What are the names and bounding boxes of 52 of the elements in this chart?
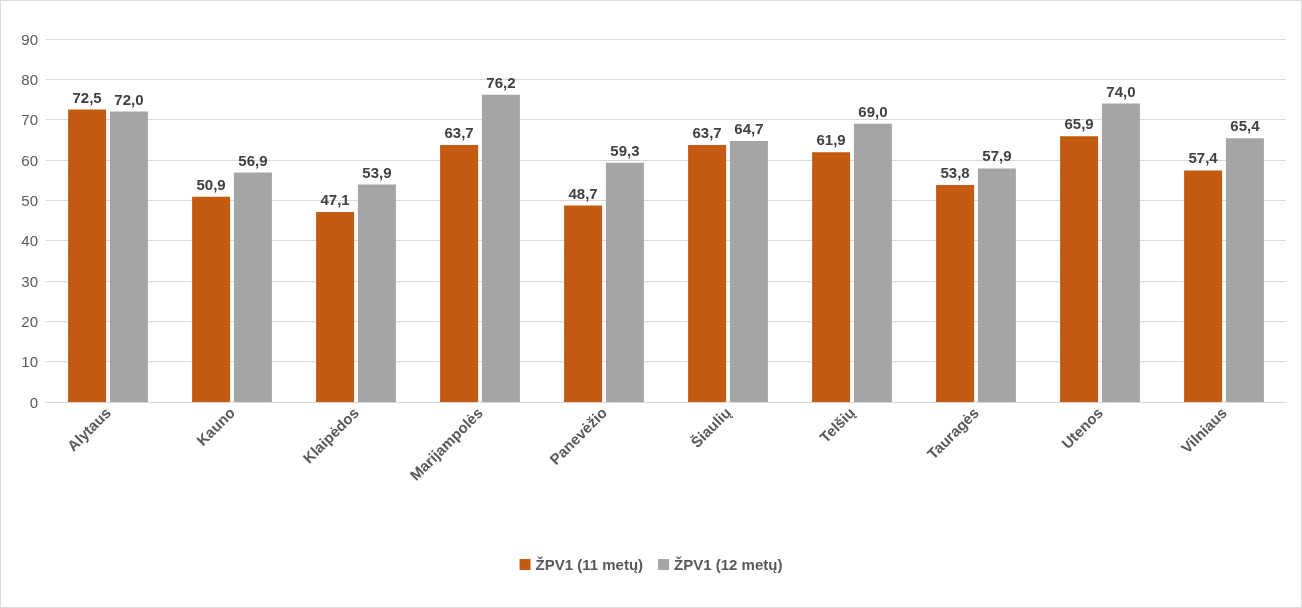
y-tick-label: 30 bbox=[21, 272, 38, 290]
data-label: 74,0 bbox=[1106, 82, 1136, 100]
y-tick-label: 50 bbox=[21, 191, 38, 209]
bar bbox=[605, 162, 644, 402]
y-tick-label: 80 bbox=[21, 70, 38, 88]
data-label: 76,2 bbox=[486, 73, 516, 91]
y-tick-label: 10 bbox=[21, 353, 38, 371]
bar bbox=[977, 168, 1016, 402]
y-tick-label: 90 bbox=[21, 30, 38, 48]
y-tick-label: 70 bbox=[21, 111, 38, 129]
data-label: 65,4 bbox=[1230, 117, 1261, 135]
data-label: 65,9 bbox=[1064, 115, 1094, 133]
y-tick-label: 60 bbox=[21, 151, 38, 169]
data-label: 50,9 bbox=[196, 175, 226, 193]
bar bbox=[1225, 138, 1264, 402]
data-label: 59,3 bbox=[610, 141, 640, 159]
data-label: 63,7 bbox=[444, 124, 474, 142]
legend-label: ŽPV1 (11 metų) bbox=[535, 556, 644, 573]
data-label: 56,9 bbox=[238, 151, 268, 169]
legend-label: ŽPV1 (12 metų) bbox=[674, 556, 783, 573]
data-label: 57,4 bbox=[1188, 149, 1219, 167]
y-tick-label: 40 bbox=[21, 232, 38, 250]
bar bbox=[1060, 136, 1099, 402]
data-label: 64,7 bbox=[734, 120, 764, 138]
bar bbox=[481, 94, 520, 402]
y-tick-label: 20 bbox=[21, 312, 38, 330]
bar bbox=[1101, 103, 1140, 402]
data-label: 48,7 bbox=[568, 184, 598, 202]
bar bbox=[853, 123, 892, 402]
bar bbox=[729, 141, 768, 402]
data-label: 69,0 bbox=[858, 102, 888, 120]
y-tick-label: 0 bbox=[29, 393, 38, 411]
data-label: 53,8 bbox=[940, 164, 970, 182]
bar bbox=[564, 205, 603, 402]
data-label: 47,1 bbox=[320, 191, 350, 209]
data-label: 72,5 bbox=[72, 88, 102, 106]
data-label: 57,9 bbox=[982, 147, 1012, 165]
data-label: 61,9 bbox=[816, 131, 846, 149]
bar bbox=[440, 145, 479, 402]
bar bbox=[316, 212, 355, 402]
bar bbox=[109, 111, 148, 402]
bar bbox=[688, 145, 727, 402]
data-label: 63,7 bbox=[692, 124, 722, 142]
bar bbox=[1184, 170, 1223, 402]
data-label: 53,9 bbox=[362, 163, 392, 181]
data-label: 72,0 bbox=[114, 90, 144, 108]
bar bbox=[233, 172, 272, 402]
bar bbox=[936, 185, 975, 402]
bar bbox=[68, 109, 107, 402]
bar bbox=[192, 196, 231, 402]
bar bbox=[357, 184, 396, 402]
bar bbox=[812, 152, 851, 402]
